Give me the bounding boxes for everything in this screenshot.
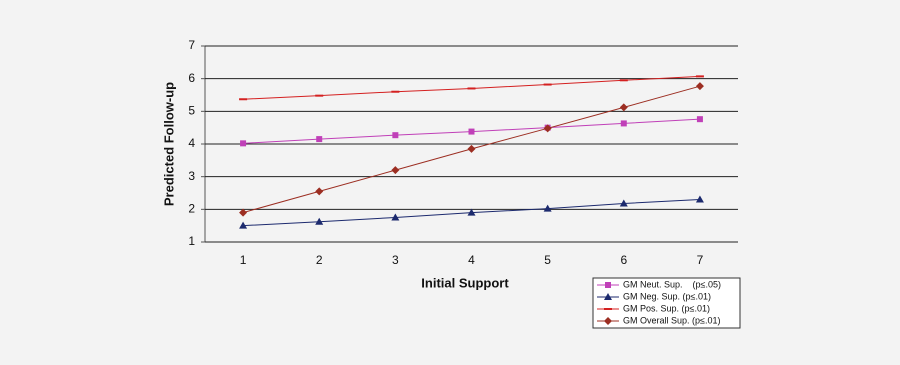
marker (695, 195, 704, 203)
legend-label: GM Neg. Sup. (p≤.01) (623, 291, 711, 301)
marker (315, 217, 324, 225)
marker (239, 221, 248, 229)
x-tick-label: 3 (392, 253, 399, 267)
marker (619, 103, 628, 112)
marker (468, 128, 475, 135)
x-tick-label: 4 (468, 253, 475, 267)
marker (240, 140, 247, 147)
legend-label: GM Pos. Sup. (p≤.01) (623, 303, 710, 313)
marker (619, 199, 628, 207)
marker (604, 293, 612, 300)
legend-label: GM Overall Sup. (p≤.01) (623, 315, 720, 325)
y-tick-label: 5 (188, 104, 195, 118)
legend-label: GM Neut. Sup. (p≤.05) (623, 279, 721, 289)
x-tick-label: 1 (240, 253, 247, 267)
y-tick-label: 1 (188, 234, 195, 248)
marker (467, 144, 476, 153)
y-tick-label: 4 (188, 136, 195, 150)
y-tick-label: 7 (188, 38, 195, 52)
marker (695, 82, 704, 91)
marker (391, 166, 400, 175)
marker (605, 282, 611, 288)
x-tick-label: 6 (620, 253, 627, 267)
x-tick-label: 2 (316, 253, 323, 267)
y-tick-label: 3 (188, 169, 195, 183)
y-tick-label: 6 (188, 71, 195, 85)
marker (604, 317, 612, 325)
x-tick-label: 7 (697, 253, 704, 267)
marker (543, 204, 552, 212)
marker (391, 213, 400, 221)
legend-box (592, 277, 741, 329)
marker (392, 132, 399, 139)
marker (467, 208, 476, 216)
x-axis-title: Initial Support (421, 275, 509, 290)
marker (620, 120, 627, 127)
marker (315, 187, 324, 196)
marker (239, 208, 248, 217)
marker (543, 124, 552, 133)
y-axis-title: Predicted Follow-up (161, 82, 176, 206)
marker (316, 136, 323, 143)
marker (696, 116, 703, 123)
y-tick-label: 2 (188, 202, 195, 216)
x-tick-label: 5 (544, 253, 551, 267)
